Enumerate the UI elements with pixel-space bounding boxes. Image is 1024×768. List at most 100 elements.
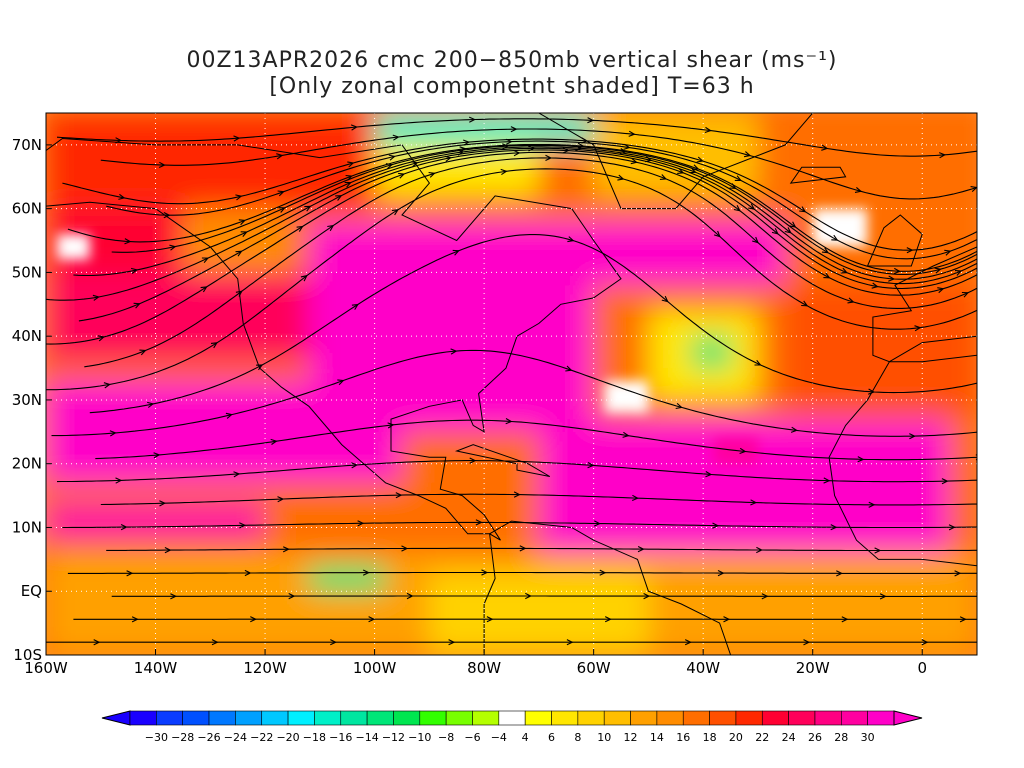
streamline-arrow (109, 430, 117, 437)
streamline-arrow (391, 209, 399, 216)
streamline-arrow (240, 231, 248, 237)
streamline-arrow (567, 236, 575, 243)
streamline-arrow (335, 195, 343, 201)
streamline-arrow (921, 639, 929, 646)
colorbar-swatch (419, 710, 447, 726)
colorbar-label: 28 (834, 731, 848, 744)
streamline-arrow (622, 431, 630, 438)
streamline (46, 168, 977, 391)
streamline-arrow (840, 267, 848, 274)
colorbar-label: −14 (355, 731, 378, 744)
streamline-arrow (879, 593, 887, 600)
streamline-arrow (153, 452, 161, 459)
streamline-arrow (599, 569, 607, 576)
streamline-arrow (617, 174, 625, 181)
streamline-arrow (704, 126, 712, 134)
streamline-arrow (734, 175, 742, 181)
colorbar-label: 20 (729, 731, 743, 744)
streamline-arrow (211, 639, 219, 646)
streamline-arrow (593, 520, 601, 527)
streamline-arrow (288, 593, 296, 600)
streamline-arrow (831, 234, 839, 241)
colorbar-label: −20 (276, 731, 299, 744)
colorbar-label: −16 (329, 731, 352, 744)
shading-negative-shear-azores (692, 336, 731, 369)
streamline-arrow (513, 491, 521, 498)
lon-tick-label: 120W (243, 659, 287, 677)
colorbar-label: −4 (491, 731, 507, 744)
streamline-arrow (387, 422, 395, 429)
colorbar-swatch (577, 710, 605, 726)
streamline-arrow (581, 137, 589, 144)
streamline-arrow (643, 593, 651, 600)
lat-lon-grid (46, 113, 977, 655)
streamline-arrow (103, 382, 111, 389)
streamline-arrow (723, 616, 731, 623)
streamline-arrow (93, 639, 101, 646)
streamline-arrow (545, 154, 553, 161)
colorbar-label: 18 (703, 731, 717, 744)
streamline-arrow (233, 471, 241, 478)
colorbar-swatch (867, 710, 895, 726)
streamline-arrow (130, 267, 139, 274)
colorbar-swatch (524, 710, 552, 726)
streamline (106, 547, 977, 552)
streamline (46, 151, 977, 345)
colorbar-swatch (393, 710, 421, 726)
streamline-arrow (510, 126, 518, 133)
colorbar-label: 4 (522, 731, 529, 744)
streamline-arrow (577, 142, 585, 149)
lat-tick-label: 70N (12, 136, 42, 154)
streamline-arrow (712, 522, 720, 529)
streamline (73, 146, 977, 280)
streamline-arrow (164, 547, 172, 554)
streamline-arrow (587, 462, 595, 469)
colorbar-label: 12 (624, 731, 638, 744)
streamline-arrow (705, 471, 713, 478)
streamline-arrow (941, 478, 949, 485)
streamline-arrow (739, 447, 747, 455)
streamline-arrow (200, 286, 208, 293)
streamline-arrow (677, 168, 685, 174)
colorbar-label: −24 (224, 731, 247, 744)
streamline-arrow (395, 492, 403, 499)
shading-strong-jet-north-atlantic (593, 221, 786, 286)
colorbar-label: −30 (145, 731, 168, 744)
streamline-arrow (239, 522, 247, 529)
colorbar-label: −18 (303, 731, 326, 744)
colorbar-label: −28 (171, 731, 194, 744)
colorbar-swatch (498, 710, 526, 726)
streamline-arrow (276, 153, 284, 160)
streamline-arrow (675, 402, 683, 410)
colorbar-label: 30 (861, 731, 875, 744)
streamline (51, 349, 977, 437)
streamline-arrow (124, 238, 132, 245)
streamline-arrow (823, 477, 831, 484)
streamline-arrow (841, 616, 849, 623)
streamline-arrow (743, 151, 752, 158)
streamline-arrow (250, 616, 257, 623)
lat-tick-label: 50N (12, 263, 42, 281)
colorbar-label: −22 (250, 731, 273, 744)
streamline (46, 147, 977, 301)
streamline (111, 144, 977, 275)
colorbar-high-arrow (893, 710, 923, 726)
wind-streamlines (46, 116, 977, 646)
colorbar-swatch (445, 710, 473, 726)
streamline (95, 419, 977, 461)
europe-coast (872, 246, 977, 363)
streamline-arrow (256, 364, 264, 371)
streamline-arrow (118, 193, 126, 200)
shaded-field (46, 113, 977, 655)
streamline-arrow (233, 135, 241, 142)
streamline-arrow (906, 247, 914, 254)
streamline-arrow (717, 570, 725, 577)
streamline-arrow (225, 412, 233, 419)
streamline-arrow (368, 616, 376, 623)
colorbar-swatch (735, 710, 763, 726)
streamline (84, 157, 977, 368)
colorbar-swatch (340, 710, 368, 726)
shading-strong-jet-north-america (308, 221, 594, 432)
streamline (62, 138, 977, 251)
streamline-arrow (830, 524, 838, 531)
